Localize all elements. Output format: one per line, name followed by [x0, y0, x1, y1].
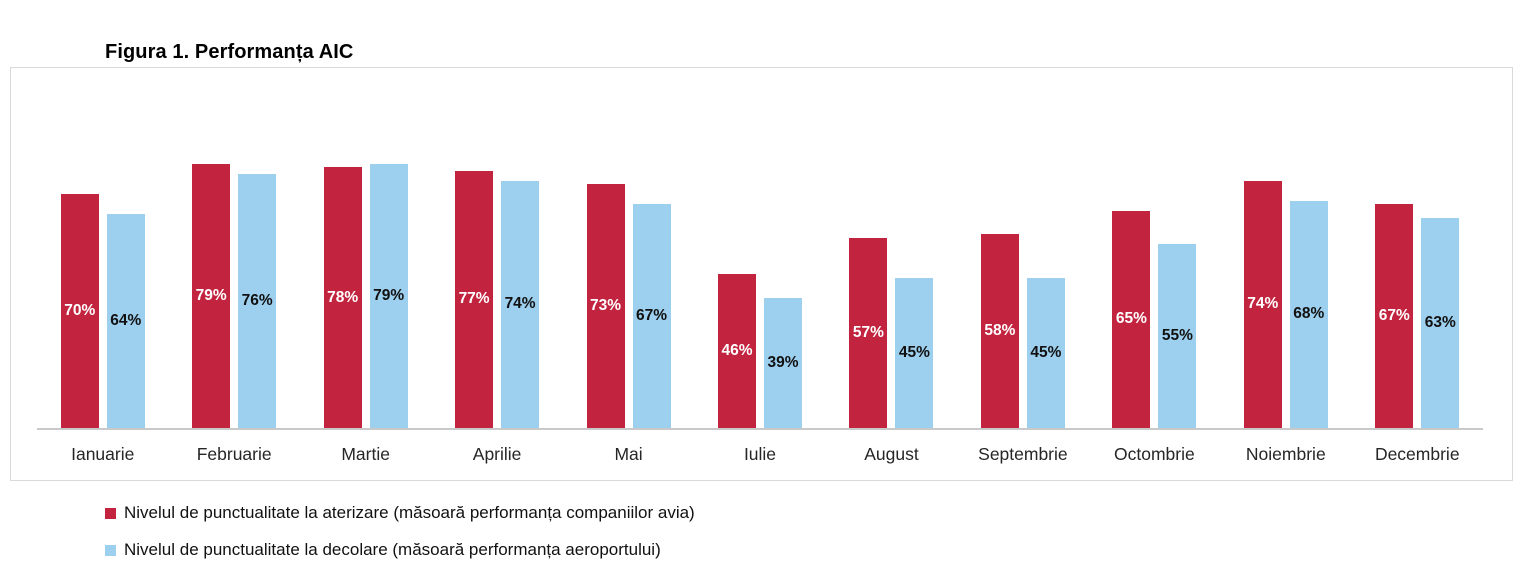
category-label-aprilie: Aprilie — [472, 444, 522, 464]
bar-decolare-noiembrie: 68% — [1289, 200, 1328, 428]
bar-decolare-decembrie: 63% — [1421, 217, 1460, 428]
bar-aterizare-noiembrie: 74% — [1243, 180, 1282, 428]
chart-frame: 70% 64% 79% 76% 78% 79% 77% 74% 73% 67% 46% 39% 57% 4… — [10, 67, 1513, 481]
bar-value-label: 64% — [110, 312, 142, 330]
bar-decolare-februarie: 76% — [238, 174, 277, 428]
category-label-septembrie: Septembrie — [978, 444, 1068, 464]
bar-group-aprilie: 77% 74% — [431, 68, 562, 428]
category-label-iulie: Iulie — [743, 444, 777, 464]
bar-value-label: 58% — [984, 322, 1016, 340]
legend-label-aterizare: Nivelul de punctualitate la aterizare (m… — [124, 503, 695, 522]
bar-decolare-ianuarie: 64% — [106, 214, 145, 428]
bar-decolare-august: 45% — [895, 277, 934, 428]
bar-value-label: 68% — [1293, 305, 1325, 323]
bar-aterizare-februarie: 79% — [192, 164, 231, 428]
bar-value-label: 57% — [852, 323, 884, 341]
bar-aterizare-iulie: 46% — [717, 274, 756, 428]
bar-aterizare-ianuarie: 70% — [60, 194, 99, 428]
bar-group-februarie: 79% 76% — [168, 68, 299, 428]
bar-value-label: 55% — [1161, 327, 1193, 345]
category-axis: Ianuarie Februarie Martie Aprilie Mai Iulie Au… — [37, 430, 1483, 465]
bar-value-label: 74% — [1247, 295, 1279, 313]
bar-value-label: 77% — [458, 290, 490, 308]
bar-group-mai: 73% 67% — [563, 68, 694, 428]
bar-decolare-iulie: 39% — [763, 297, 802, 428]
bar-aterizare-aprilie: 77% — [455, 170, 494, 428]
legend-label-decolare: Nivelul de punctualitate la decolare (mă… — [124, 540, 661, 559]
bar-value-label: 45% — [898, 343, 930, 361]
bar-aterizare-octombrie: 65% — [1112, 210, 1151, 428]
bar-value-label: 45% — [1030, 343, 1062, 361]
bar-aterizare-mai: 73% — [586, 184, 625, 428]
bar-aterizare-septembrie: 58% — [980, 234, 1019, 428]
bar-value-label: 73% — [590, 297, 622, 315]
bar-group-iulie: 46% 39% — [694, 68, 825, 428]
bar-value-label: 70% — [64, 302, 96, 320]
bar-value-label: 67% — [636, 307, 668, 325]
bar-value-label: 63% — [1424, 313, 1456, 331]
category-label-martie: Martie — [341, 444, 390, 464]
bar-value-label: 46% — [721, 342, 753, 360]
bar-group-decembrie: 67% 63% — [1352, 68, 1483, 428]
bar-aterizare-decembrie: 67% — [1375, 204, 1414, 428]
bar-value-label: 79% — [373, 287, 405, 305]
bar-value-label: 67% — [1378, 307, 1410, 325]
category-label-ianuarie: Ianuarie — [71, 444, 135, 464]
bar-group-noiembrie: 74% 68% — [1220, 68, 1351, 428]
bar-value-label: 39% — [767, 353, 799, 371]
bar-group-martie: 78% 79% — [300, 68, 431, 428]
chart-title: Figura 1. Performanța AIC — [105, 41, 354, 63]
bar-decolare-septembrie: 45% — [1026, 277, 1065, 428]
legend-item-aterizare: Nivelul de punctualitate la aterizare (m… — [105, 503, 695, 523]
bar-group-august: 57% 45% — [826, 68, 957, 428]
bar-value-label: 74% — [504, 295, 536, 313]
bar-value-label: 78% — [327, 288, 359, 306]
legend-item-decolare: Nivelul de punctualitate la decolare (mă… — [105, 540, 695, 560]
category-label-august: August — [864, 444, 919, 464]
category-label-octombrie: Octombrie — [1113, 444, 1195, 464]
legend-swatch-red-icon — [105, 507, 116, 519]
category-label-noiembrie: Noiembrie — [1245, 444, 1326, 464]
legend-swatch-blue-icon — [105, 544, 116, 556]
bar-value-label: 76% — [241, 292, 273, 310]
legend: Nivelul de punctualitate la aterizare (m… — [105, 503, 695, 560]
category-label-decembrie: Decembrie — [1374, 444, 1460, 464]
bar-decolare-mai: 67% — [632, 204, 671, 428]
bar-decolare-octombrie: 55% — [1158, 244, 1197, 428]
bar-decolare-aprilie: 74% — [501, 180, 540, 428]
bar-group-octombrie: 65% 55% — [1089, 68, 1220, 428]
bar-value-label: 79% — [195, 287, 227, 305]
bars-container: 70% 64% 79% 76% 78% 79% 77% 74% 73% 67% 46% 39% 57% 4… — [37, 68, 1483, 430]
bar-aterizare-august: 57% — [849, 237, 888, 428]
bar-group-ianuarie: 70% 64% — [37, 68, 168, 428]
bar-value-label: 65% — [1115, 310, 1147, 328]
category-label-mai: Mai — [614, 444, 643, 464]
category-label-februarie: Februarie — [196, 444, 272, 464]
bar-decolare-martie: 79% — [369, 164, 408, 428]
bar-group-septembrie: 58% 45% — [957, 68, 1088, 428]
plot-area: 70% 64% 79% 76% 78% 79% 77% 74% 73% 67% 46% 39% 57% 4… — [37, 68, 1483, 480]
bar-aterizare-martie: 78% — [323, 167, 362, 428]
